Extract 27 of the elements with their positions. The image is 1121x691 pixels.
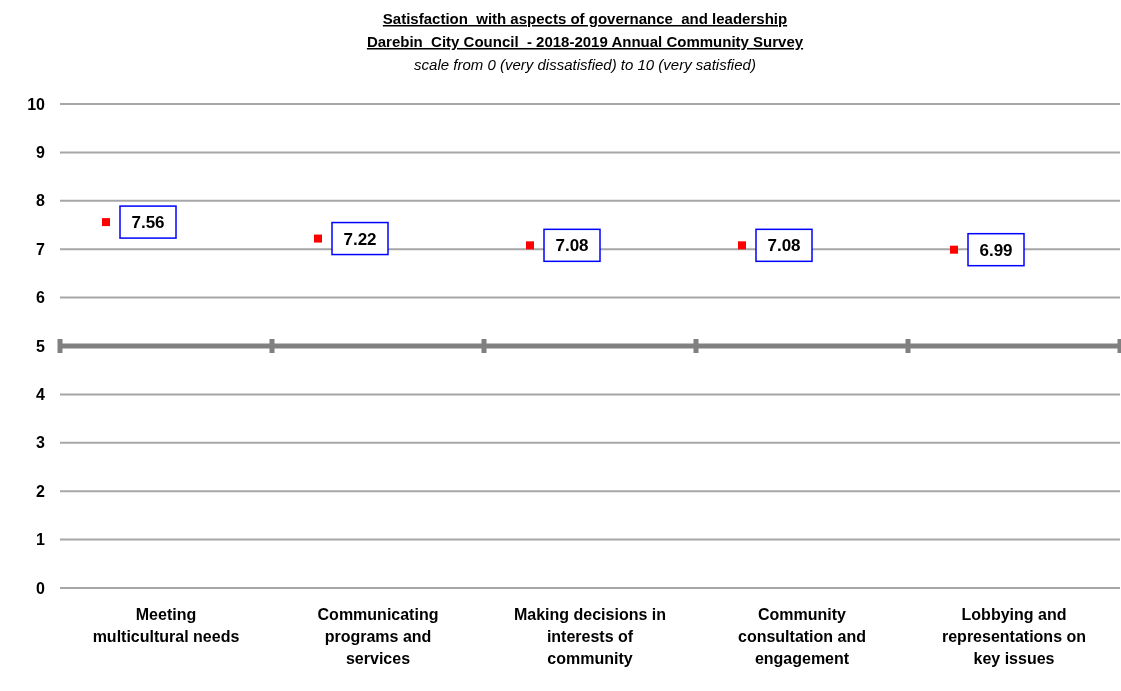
y-tick-label: 1 bbox=[36, 531, 46, 549]
y-tick-label: 7 bbox=[36, 240, 46, 258]
y-tick-label: 10 bbox=[27, 95, 46, 113]
point bbox=[526, 241, 534, 250]
point bbox=[950, 245, 958, 254]
point bbox=[102, 218, 110, 227]
y-tick-label: 3 bbox=[36, 434, 46, 452]
y-tick-label: 9 bbox=[36, 144, 46, 161]
data-label: 7.08 bbox=[767, 236, 801, 256]
y-tick-label: 6 bbox=[36, 289, 46, 307]
y-tick-label: 5 bbox=[36, 337, 46, 355]
data-label: 6.99 bbox=[979, 240, 1013, 260]
data-label: 7.08 bbox=[555, 236, 589, 256]
chart-subtitle: scale from 0 (very dissatisfied) to 10 (very satisfied) bbox=[414, 56, 756, 73]
x-tick-label: Meeting multicultural needs bbox=[92, 606, 240, 645]
x-tick-label: Lobbying and representations on key issues bbox=[941, 606, 1087, 667]
point bbox=[314, 234, 322, 243]
x-tick-label: Communicating programs and services bbox=[317, 606, 439, 667]
y-tick-label: 4 bbox=[36, 386, 46, 403]
point bbox=[738, 241, 746, 250]
x-tick-label: Making decisions in interests of community bbox=[513, 606, 667, 667]
y-tick-label: 0 bbox=[36, 579, 46, 597]
data-label: 7.22 bbox=[343, 229, 377, 249]
y-tick-label: 2 bbox=[36, 482, 46, 500]
x-tick-label: Community consultation and engagement bbox=[738, 606, 866, 667]
y-tick-label: 8 bbox=[36, 192, 46, 210]
data-label: 7.56 bbox=[131, 213, 165, 233]
